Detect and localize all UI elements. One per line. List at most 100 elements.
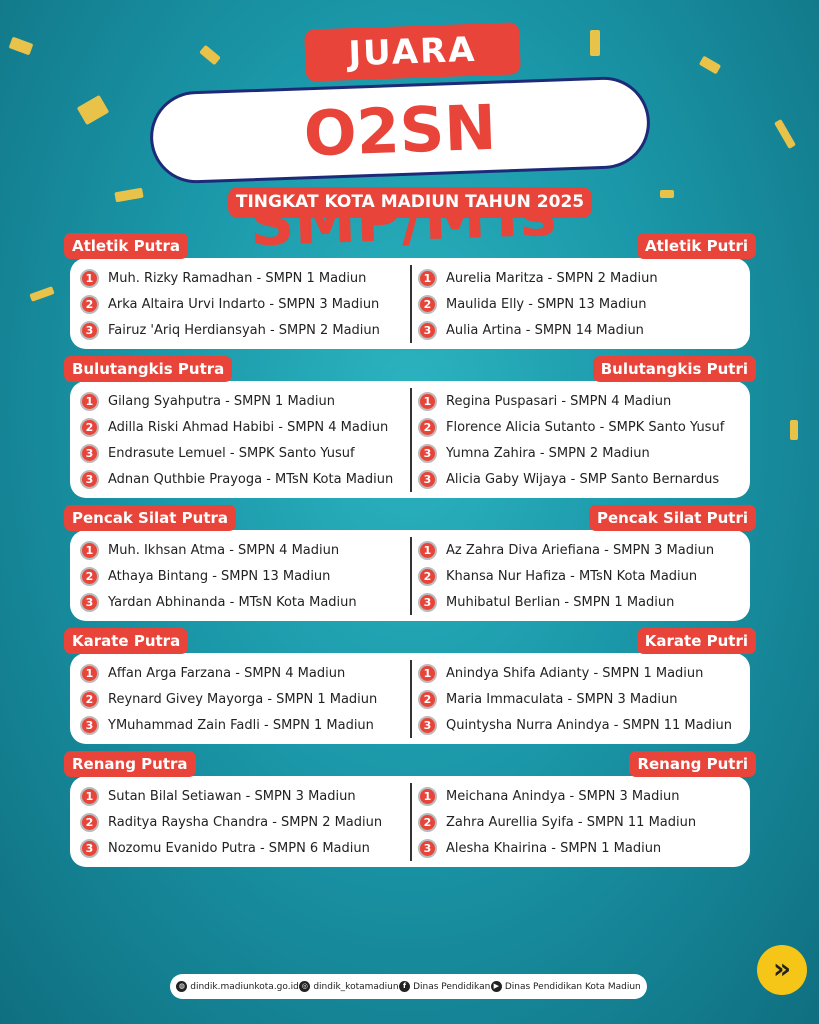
right-column: 1 Az Zahra Diva Ariefiana - SMPN 3 Madiun… — [410, 537, 750, 615]
right-column: 1 Meichana Anindya - SMPN 3 Madiun 2 Zahra … — [410, 783, 750, 861]
rank-medal-icon: 1 — [80, 786, 99, 806]
left-column: 1 Gilang Syahputra - SMPN 1 Madiun 2 Adilla… — [70, 388, 410, 492]
left-column: 1 Muh. Ikhsan Atma - SMPN 4 Madiun 2 Athaya… — [70, 537, 410, 615]
winner-text: Regina Puspasari - SMPN 4 Madiun — [446, 393, 672, 409]
rank-medal-icon: 2 — [418, 417, 437, 437]
winner-row: 1 Affan Arga Farzana - SMPN 4 Madiun — [80, 660, 404, 686]
footer-link[interactable]: f Dinas Pendidikan — [399, 981, 490, 992]
footer-link-text: dindik.madiunkota.go.id — [190, 981, 299, 992]
winner-row: 3 Alicia Gaby Wijaya - SMP Santo Bernardu… — [418, 466, 744, 492]
category-tab: Atletik Putri — [637, 233, 756, 259]
winner-text: Endrasute Lemuel - SMPK Santo Yusuf — [108, 445, 355, 461]
winner-row: 3 Adnan Quthbie Prayoga - MTsN Kota Madiu… — [80, 466, 404, 492]
rank-medal-icon: 2 — [80, 566, 99, 586]
rank-medal-icon: 3 — [80, 592, 99, 612]
winner-row: 3 Alesha Khairina - SMPN 1 Madiun — [418, 835, 744, 861]
winner-text: Reynard Givey Mayorga - SMPN 1 Madiun — [108, 691, 378, 707]
footer-social-bar: ◍ dindik.madiunkota.go.id ◎ dindik_kotamadi… — [170, 974, 647, 999]
winner-row: 2 Raditya Raysha Chandra - SMPN 2 Madiun — [80, 809, 404, 835]
rank-medal-icon: 3 — [80, 469, 99, 489]
winner-text: Maria Immaculata - SMPN 3 Madiun — [446, 691, 678, 707]
winner-text: Meichana Anindya - SMPN 3 Madiun — [446, 788, 680, 804]
rank-medal-icon: 3 — [80, 715, 99, 735]
footer-link-text: dindik_kotamadiun — [313, 981, 399, 992]
rank-medal-icon: 3 — [80, 320, 99, 340]
winner-text: Nozomu Evanido Putra - SMPN 6 Madiun — [108, 840, 370, 856]
winner-row: 3 Muhibatul Berlian - SMPN 1 Madiun — [418, 589, 744, 615]
winner-row: 3 Endrasute Lemuel - SMPK Santo Yusuf — [80, 440, 404, 466]
category-tab: Pencak Silat Putra — [64, 505, 237, 531]
rank-medal-icon: 2 — [80, 417, 99, 437]
winner-row: 3 Fairuz 'Ariq Herdiansyah - SMPN 2 Madiu… — [80, 317, 404, 343]
winner-row: 2 Florence Alicia Sutanto - SMPK Santo Yu… — [418, 414, 744, 440]
winner-text: Alesha Khairina - SMPN 1 Madiun — [446, 840, 662, 856]
category-tab: Karate Putra — [64, 628, 189, 654]
rank-medal-icon: 3 — [418, 838, 437, 858]
rank-medal-icon: 1 — [80, 391, 99, 411]
rank-medal-icon: 2 — [418, 294, 437, 314]
rank-medal-icon: 2 — [418, 566, 437, 586]
rank-medal-icon: 3 — [418, 592, 437, 612]
winner-text: Arka Altaira Urvi Indarto - SMPN 3 Madiu… — [108, 296, 380, 312]
winner-text: Athaya Bintang - SMPN 13 Madiun — [108, 568, 331, 584]
rank-medal-icon: 2 — [80, 294, 99, 314]
facebook-icon: f — [399, 981, 411, 992]
winner-text: Adnan Quthbie Prayoga - MTsN Kota Madiun — [108, 471, 394, 487]
footer-link[interactable]: ▶ Dinas Pendidikan Kota Madiun — [490, 981, 641, 992]
rank-medal-icon: 2 — [80, 812, 99, 832]
instagram-icon: ◎ — [299, 981, 311, 992]
next-button[interactable]: » — [757, 945, 807, 995]
rank-medal-icon: 1 — [418, 663, 437, 683]
footer-link[interactable]: ◎ dindik_kotamadiun — [299, 981, 399, 992]
winner-row: 1 Muh. Rizky Ramadhan - SMPN 1 Madiun — [80, 265, 404, 291]
winner-text: Muhibatul Berlian - SMPN 1 Madiun — [446, 594, 675, 610]
winner-row: 2 Zahra Aurellia Syifa - SMPN 11 Madiun — [418, 809, 744, 835]
winner-row: 2 Khansa Nur Hafiza - MTsN Kota Madiun — [418, 563, 744, 589]
footer-link[interactable]: ◍ dindik.madiunkota.go.id — [176, 981, 299, 992]
winner-row: 2 Athaya Bintang - SMPN 13 Madiun — [80, 563, 404, 589]
footer-link-text: Dinas Pendidikan — [413, 981, 491, 992]
winner-text: Aulia Artina - SMPN 14 Madiun — [446, 322, 644, 338]
winner-text: Zahra Aurellia Syifa - SMPN 11 Madiun — [446, 814, 697, 830]
rank-medal-icon: 3 — [418, 320, 437, 340]
right-column: 1 Anindya Shifa Adianty - SMPN 1 Madiun 2 M… — [410, 660, 750, 738]
winner-row: 3 Yumna Zahira - SMPN 2 Madiun — [418, 440, 744, 466]
rank-medal-icon: 3 — [418, 469, 437, 489]
winner-row: 2 Adilla Riski Ahmad Habibi - SMPN 4 Madi… — [80, 414, 404, 440]
juara-label: JUARA — [304, 22, 521, 82]
footer-link-text: Dinas Pendidikan Kota Madiun — [504, 981, 641, 992]
sport-card: Bulutangkis Putra 1 Gilang Syahputra - SMP… — [64, 356, 756, 498]
winner-row: 2 Reynard Givey Mayorga - SMPN 1 Madiun — [80, 686, 404, 712]
winner-row: 3 Quintysha Nurra Anindya - SMPN 11 Madiu… — [418, 712, 744, 738]
double-chevron-right-icon: » — [772, 952, 792, 985]
winner-row: 2 Arka Altaira Urvi Indarto - SMPN 3 Madi… — [80, 291, 404, 317]
winner-row: 3 YMuhammad Zain Fadli - SMPN 1 Madiun — [80, 712, 404, 738]
category-tab: Renang Putri — [629, 751, 756, 777]
winner-text: Sutan Bilal Setiawan - SMPN 3 Madiun — [108, 788, 356, 804]
left-column: 1 Muh. Rizky Ramadhan - SMPN 1 Madiun 2 Ark… — [70, 265, 410, 343]
winner-text: Yardan Abhinanda - MTsN Kota Madiun — [108, 594, 357, 610]
winner-text: Yumna Zahira - SMPN 2 Madiun — [446, 445, 650, 461]
rank-medal-icon: 3 — [80, 838, 99, 858]
winner-row: 1 Regina Puspasari - SMPN 4 Madiun — [418, 388, 744, 414]
winner-row: 1 Sutan Bilal Setiawan - SMPN 3 Madiun — [80, 783, 404, 809]
sport-card: Renang Putra 1 Sutan Bilal Setiawan - SMPN… — [64, 751, 756, 867]
winner-row: 1 Anindya Shifa Adianty - SMPN 1 Madiun — [418, 660, 744, 686]
rank-medal-icon: 1 — [80, 540, 99, 560]
rank-medal-icon: 1 — [418, 391, 437, 411]
rank-medal-icon: 1 — [418, 268, 437, 288]
rank-medal-icon: 3 — [418, 443, 437, 463]
rank-medal-icon: 1 — [418, 540, 437, 560]
results-sections: Atletik Putra 1 Muh. Rizky Ramadhan - SMPN… — [64, 233, 756, 867]
winner-text: Muh. Rizky Ramadhan - SMPN 1 Madiun — [108, 270, 367, 286]
winner-text: Anindya Shifa Adianty - SMPN 1 Madiun — [446, 665, 704, 681]
winner-row: 3 Nozomu Evanido Putra - SMPN 6 Madiun — [80, 835, 404, 861]
left-column: 1 Affan Arga Farzana - SMPN 4 Madiun 2 Reyn… — [70, 660, 410, 738]
winner-text: Quintysha Nurra Anindya - SMPN 11 Madiun — [446, 717, 732, 733]
winner-text: Khansa Nur Hafiza - MTsN Kota Madiun — [446, 568, 698, 584]
winner-text: Az Zahra Diva Ariefiana - SMPN 3 Madiun — [446, 542, 715, 558]
category-tab: Bulutangkis Putri — [592, 356, 756, 382]
rank-medal-icon: 3 — [418, 715, 437, 735]
right-column: 1 Regina Puspasari - SMPN 4 Madiun 2 Floren… — [410, 388, 750, 492]
winner-row: 3 Yardan Abhinanda - MTsN Kota Madiun — [80, 589, 404, 615]
